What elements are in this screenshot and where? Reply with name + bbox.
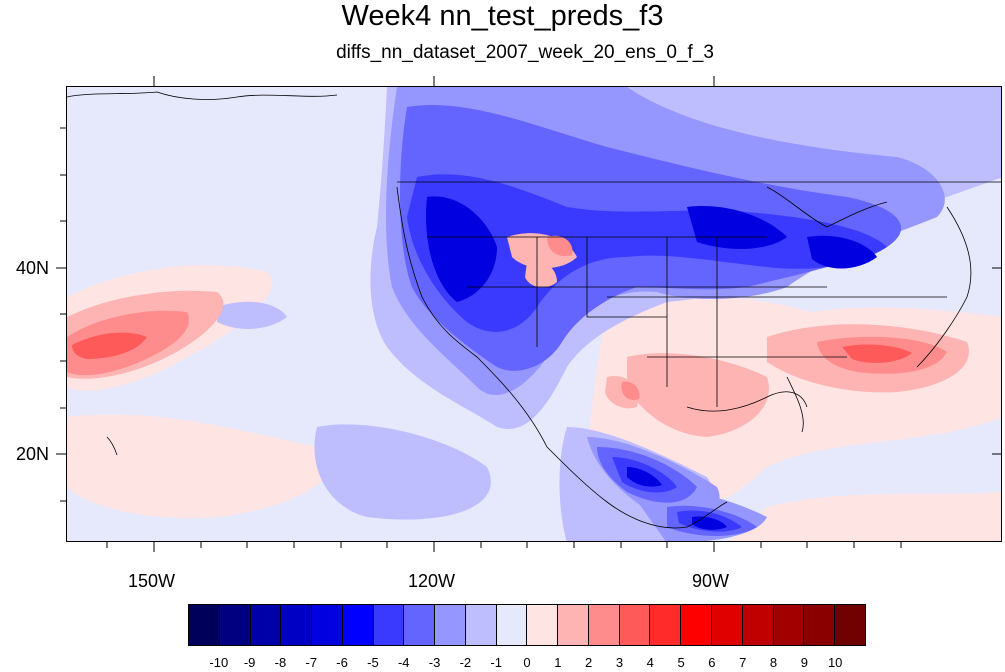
colorbar-swatch [650,605,682,645]
lat-label-40n: 40N [16,258,50,278]
colorbar-labels: -10 -9 -8 -7 -6 -5 -4 -3 -2 -1 0 1 2 3 4 5 6 7 8 9 10 [188,655,866,671]
colorbar-swatch [773,605,805,645]
colorbar-swatch [681,605,713,645]
colorbar-tick-label: -9 [243,655,256,670]
colorbar-tick-label: -5 [367,655,379,670]
colorbar-tick-label: -10 [209,655,229,670]
colorbar-tick-label: 7 [739,655,747,670]
colorbar-tick-label: -7 [305,655,318,670]
map-panel [66,86,1002,542]
colorbar-tick-label: 1 [554,655,562,670]
colorbar-tick-label: -4 [397,655,410,670]
colorbar-tick-label: 9 [800,655,808,670]
colorbar-swatch [435,605,466,645]
colorbar-swatch [619,605,651,645]
colorbar-swatch [373,605,405,645]
colorbar-swatch [804,605,836,645]
colorbar-swatch [558,605,589,645]
colorbar-swatch [465,605,497,645]
colorbar-swatch [219,605,251,645]
chart-subtitle: diffs_nn_dataset_2007_week_20_ens_0_f_3 [336,42,714,63]
colorbar-tick-label: -1 [490,655,502,670]
colorbar-tick-label: 2 [585,655,593,670]
colorbar-swatch [835,605,865,645]
lon-label-150w: 150W [128,571,176,591]
colorbar-tick-label: -8 [274,655,287,670]
colorbar-swatch [342,605,374,645]
colorbar-tick-label: -6 [336,655,348,670]
lon-label-120w: 120W [408,571,456,591]
colorbar-swatch [742,605,774,645]
colorbar-tick-label: 8 [769,655,778,670]
colorbar-tick-label: 3 [615,655,624,670]
colorbar-swatch [281,605,313,645]
colorbar-swatch [189,605,220,645]
colorbar-swatch [250,605,282,645]
colorbar [188,604,866,646]
colorbar-swatch [312,605,343,645]
colorbar-swatch [527,605,559,645]
colorbar-tick-label: -2 [459,655,472,670]
colorbar-swatch [712,605,743,645]
colorbar-tick-label: -3 [428,655,441,670]
colorbar-tick-label: 10 [827,655,843,670]
lat-label-20n: 20N [16,444,50,464]
colorbar-tick-label: 6 [708,655,716,670]
colorbar-swatch [404,605,436,645]
lon-label-90w: 90W [692,571,730,591]
anomaly-field [67,87,1001,541]
colorbar-tick-label: 5 [677,655,685,670]
chart-title: Week4 nn_test_preds_f3 [341,0,664,32]
colorbar-tick-label: 4 [646,655,654,670]
colorbar-swatch [496,605,528,645]
colorbar-tick-label: 0 [523,655,531,670]
colorbar-swatch [588,605,620,645]
